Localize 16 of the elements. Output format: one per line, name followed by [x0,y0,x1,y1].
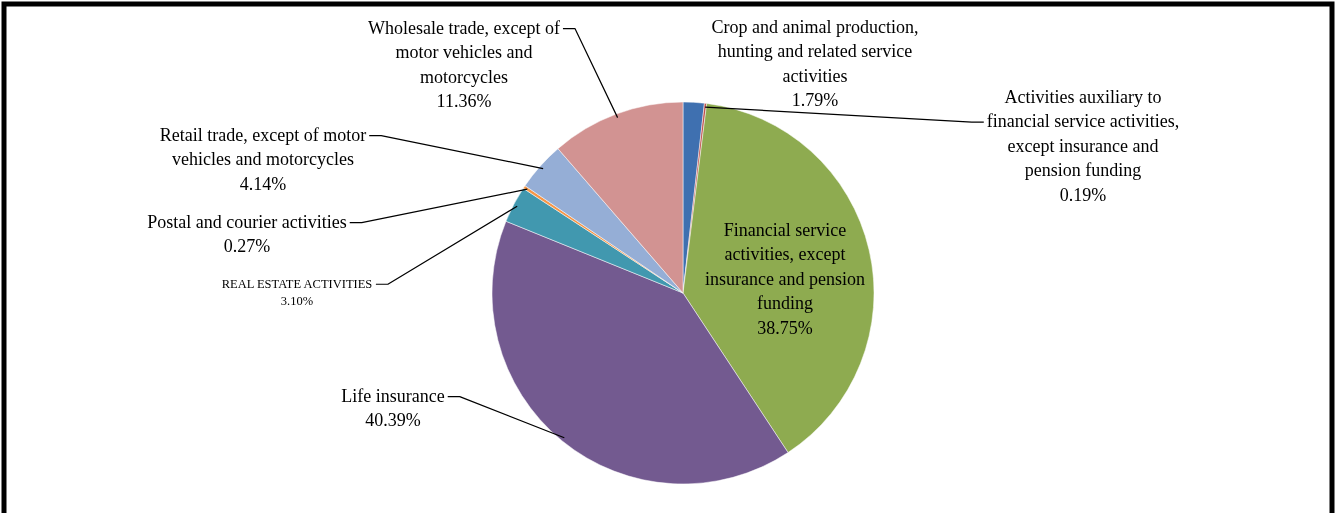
data-label: 40.39% [365,410,421,431]
data-label: 3.10% [280,294,314,308]
data-label: 4.14% [239,173,287,194]
slice-label: Postal and courier activities [147,212,347,232]
slice-label: Wholesale trade, except of motor vehicles and motorcycles [368,18,560,87]
data-label: 11.36% [436,91,492,112]
slice-label: Crop and animal production, hunting and related service activities [711,17,919,86]
data-label: 1.79% [791,90,839,111]
slice-label: Activities auxiliary to financial service activities, except insurance and pension funding [986,87,1180,181]
data-label: 38.75% [757,317,813,338]
slice-label: Retail trade, except of motor vehicles and motorcycles [159,125,367,170]
slice-label: REAL ESTATE ACTIVITIES [221,277,373,291]
data-label: 0.27% [223,236,271,257]
data-label: 0.19% [1059,184,1107,205]
slice-label: Life insurance [341,386,445,406]
slice-label: Financial service activities, except insurance and pension funding [705,220,865,314]
